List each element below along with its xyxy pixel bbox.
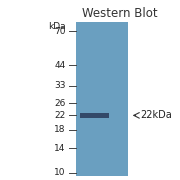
Bar: [80, 113, 109, 118]
Text: 14: 14: [54, 144, 66, 153]
Text: kDa: kDa: [48, 22, 66, 31]
Bar: [76, 22, 128, 176]
Text: Western Blot: Western Blot: [82, 7, 157, 20]
Text: 22kDa: 22kDa: [140, 110, 172, 120]
Text: 26: 26: [54, 99, 66, 108]
Text: 22: 22: [55, 111, 66, 120]
Text: 10: 10: [54, 168, 66, 177]
Text: 33: 33: [54, 81, 66, 90]
Text: 18: 18: [54, 125, 66, 134]
Text: 70: 70: [54, 27, 66, 36]
Text: 44: 44: [55, 60, 66, 69]
